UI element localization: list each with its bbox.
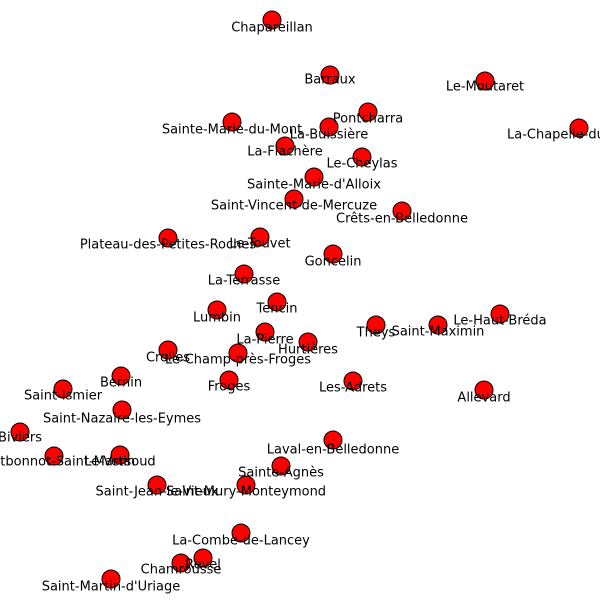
node-barraux[interactable] bbox=[320, 65, 340, 85]
node-le-touvet[interactable] bbox=[250, 227, 270, 247]
node-chamrousse[interactable] bbox=[171, 553, 191, 573]
node-le-champ-pres-froges[interactable] bbox=[228, 343, 248, 363]
node-label-le-touvet: Le-Touvet bbox=[229, 237, 290, 252]
node-le-versoud[interactable] bbox=[110, 445, 130, 465]
node-pontcharra[interactable] bbox=[358, 102, 378, 122]
node-le-haut-breda[interactable] bbox=[490, 304, 510, 324]
node-chapareillan[interactable] bbox=[262, 10, 282, 30]
node-goncelin[interactable] bbox=[323, 244, 343, 264]
node-label-saint-ismier: Saint-Ismier bbox=[24, 389, 103, 404]
node-plateau-des-petites-roches[interactable] bbox=[158, 228, 178, 248]
node-label-le-moutaret: Le-Moutaret bbox=[446, 80, 524, 95]
node-label-lumbin: Lumbin bbox=[193, 311, 241, 326]
node-la-terrasse[interactable] bbox=[234, 264, 254, 284]
node-label-pontcharra: Pontcharra bbox=[333, 112, 403, 127]
label-layer: Chapareillan Barraux Le-Moutaret Pontcharra… bbox=[0, 21, 600, 595]
node-bernin[interactable] bbox=[111, 366, 131, 386]
node-label-theys: Theys bbox=[356, 326, 396, 341]
node-label-goncelin: Goncelin bbox=[305, 255, 362, 270]
node-crolles[interactable] bbox=[158, 340, 178, 360]
node-label-les-adrets: Les-Adrets bbox=[319, 381, 387, 396]
node-label-la-pierre: La-Pierre bbox=[236, 333, 293, 348]
node-allevard[interactable] bbox=[474, 380, 494, 400]
node-theys[interactable] bbox=[366, 315, 386, 335]
node-saint-martin-d-uriage[interactable] bbox=[101, 569, 121, 589]
node-label-la-chapelle-du-bard: La-Chapelle-du-Bard bbox=[507, 128, 600, 143]
node-froges[interactable] bbox=[219, 370, 239, 390]
node-label-saint-maximin: Saint-Maximin bbox=[392, 325, 485, 340]
node-revel[interactable] bbox=[193, 548, 213, 568]
node-la-flachere[interactable] bbox=[275, 136, 295, 156]
node-sainte-agnes[interactable] bbox=[271, 456, 291, 476]
node-label-crets-en-belledonne: Crêts-en-Belledonne bbox=[336, 212, 468, 227]
node-saint-nazaire-les-eymes[interactable] bbox=[112, 400, 132, 420]
node-label-allevard: Allevard bbox=[457, 391, 510, 406]
node-hurtieres[interactable] bbox=[298, 332, 318, 352]
node-label-barraux: Barraux bbox=[304, 73, 356, 88]
node-la-buissiere[interactable] bbox=[319, 117, 339, 137]
node-label-montbonnot-saint-martin: Montbonnot-Saint-Martin bbox=[0, 455, 135, 470]
node-sainte-marie-d-alloix[interactable] bbox=[304, 167, 324, 187]
node-label-sainte-marie-du-mont: Sainte-Marie-du-Mont bbox=[162, 123, 302, 138]
node-label-revel: Revel bbox=[185, 558, 221, 573]
node-tencin[interactable] bbox=[267, 292, 287, 312]
node-le-cheylas[interactable] bbox=[352, 147, 372, 167]
node-saint-ismier[interactable] bbox=[53, 379, 73, 399]
node-laval-en-belledonne[interactable] bbox=[323, 430, 343, 450]
node-la-combe-de-lancey[interactable] bbox=[231, 523, 251, 543]
node-label-la-combe-de-lancey: La-Combe-de-Lancey bbox=[172, 534, 310, 549]
node-label-le-haut-breda: Le-Haut-Bréda bbox=[453, 314, 546, 329]
node-label-la-terrasse: La-Terrasse bbox=[208, 274, 280, 289]
node-saint-maximin[interactable] bbox=[428, 315, 448, 335]
node-label-chamrousse: Chamrousse bbox=[141, 563, 222, 578]
node-label-laval-en-belledonne: Laval-en-Belledonne bbox=[267, 443, 399, 458]
node-label-la-buissiere: La-Buissière bbox=[290, 128, 368, 143]
node-lumbin[interactable] bbox=[207, 300, 227, 320]
node-label-sainte-agnes: Sainte-Agnès bbox=[238, 466, 324, 481]
node-saint-mury-monteymond[interactable] bbox=[236, 475, 256, 495]
node-le-moutaret[interactable] bbox=[475, 71, 495, 91]
node-label-bernin: Bernin bbox=[100, 376, 142, 391]
node-montbonnot-saint-martin[interactable] bbox=[44, 446, 64, 466]
node-label-crolles: Crolles bbox=[146, 351, 190, 366]
node-biviers[interactable] bbox=[10, 422, 30, 442]
node-sainte-marie-du-mont[interactable] bbox=[222, 112, 242, 132]
node-label-chapareillan: Chapareillan bbox=[231, 21, 313, 36]
node-label-froges: Froges bbox=[208, 380, 251, 395]
node-label-saint-martin-d-uriage: Saint-Martin-d'Uriage bbox=[42, 580, 181, 595]
node-label-le-cheylas: Le-Cheylas bbox=[326, 157, 397, 172]
node-label-saint-jean-le-vieux: Saint-Jean-le-Vieux bbox=[96, 485, 219, 500]
node-label-sainte-marie-d-alloix: Sainte-Marie-d'Alloix bbox=[247, 178, 381, 193]
node-label-plateau-des-petites-roches: Plateau-des-Petites-Roches bbox=[80, 238, 257, 253]
node-label-saint-vincent-de-mercuze: Saint-Vincent-de-Mercuze bbox=[211, 199, 377, 214]
node-label-le-champ-pres-froges: Le-Champ-près-Froges bbox=[165, 353, 311, 368]
node-label-la-flachere: La-Flachère bbox=[247, 145, 322, 160]
node-layer bbox=[10, 10, 589, 589]
node-label-tencin: Tencin bbox=[256, 302, 298, 317]
node-label-saint-nazaire-les-eymes: Saint-Nazaire-les-Eymes bbox=[43, 412, 201, 427]
node-label-hurtieres: Hurtières bbox=[278, 343, 338, 358]
node-la-chapelle-du-bard[interactable] bbox=[569, 118, 589, 138]
node-la-pierre[interactable] bbox=[255, 322, 275, 342]
node-label-saint-mury-monteymond: Saint-Mury-Monteymond bbox=[166, 485, 326, 500]
node-saint-jean-le-vieux[interactable] bbox=[147, 475, 167, 495]
node-saint-vincent-de-mercuze[interactable] bbox=[284, 189, 304, 209]
node-label-biviers: Biviers bbox=[0, 431, 42, 446]
node-crets-en-belledonne[interactable] bbox=[392, 201, 412, 221]
node-label-le-versoud: Le-Versoud bbox=[84, 455, 155, 470]
node-les-adrets[interactable] bbox=[343, 371, 363, 391]
